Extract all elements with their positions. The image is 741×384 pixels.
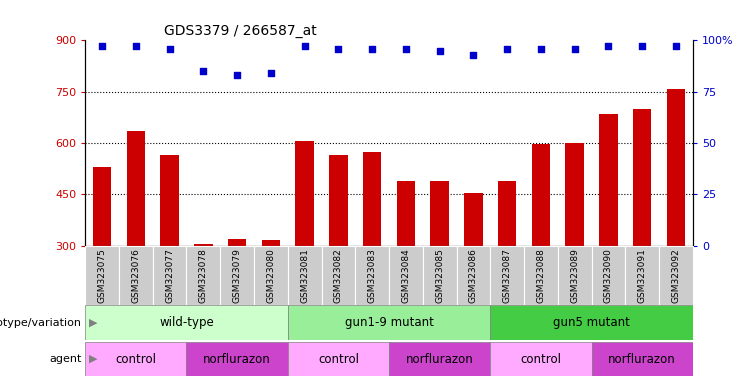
Point [197, 68, 209, 74]
Bar [160, 155, 179, 246]
Text: GSM323085: GSM323085 [435, 248, 444, 303]
Text: GSM323078: GSM323078 [199, 248, 208, 303]
FancyBboxPatch shape [288, 246, 322, 305]
FancyBboxPatch shape [254, 246, 288, 305]
Text: gun5 mutant: gun5 mutant [553, 316, 630, 329]
Text: GDS3379 / 266587_at: GDS3379 / 266587_at [165, 24, 317, 38]
Bar [93, 167, 111, 246]
Bar [288, 342, 389, 376]
Bar [85, 305, 288, 340]
Text: GSM323082: GSM323082 [334, 248, 343, 303]
Text: control: control [520, 353, 562, 366]
Point [366, 45, 378, 51]
Text: wild-type: wild-type [159, 316, 214, 329]
Bar [363, 152, 382, 246]
Text: GSM323091: GSM323091 [638, 248, 647, 303]
FancyBboxPatch shape [322, 246, 355, 305]
FancyBboxPatch shape [85, 246, 119, 305]
Text: GSM323083: GSM323083 [368, 248, 376, 303]
Text: norflurazon: norflurazon [406, 353, 473, 366]
Bar [599, 114, 618, 246]
FancyBboxPatch shape [659, 246, 693, 305]
Bar [667, 89, 685, 246]
FancyBboxPatch shape [389, 246, 423, 305]
Point [164, 45, 176, 51]
Point [501, 45, 513, 51]
Bar [491, 342, 591, 376]
Text: GSM323086: GSM323086 [469, 248, 478, 303]
FancyBboxPatch shape [591, 246, 625, 305]
Point [231, 72, 243, 78]
Text: GSM323080: GSM323080 [266, 248, 276, 303]
Text: GSM323084: GSM323084 [402, 248, 411, 303]
Bar [565, 143, 584, 246]
FancyBboxPatch shape [558, 246, 591, 305]
Point [265, 70, 277, 76]
Text: GSM323079: GSM323079 [233, 248, 242, 303]
FancyBboxPatch shape [423, 246, 456, 305]
Bar [396, 181, 415, 246]
Bar [288, 305, 491, 340]
Point [468, 51, 479, 58]
Text: GSM323081: GSM323081 [300, 248, 309, 303]
FancyBboxPatch shape [355, 246, 389, 305]
Point [670, 43, 682, 50]
Text: control: control [318, 353, 359, 366]
Text: GSM323075: GSM323075 [98, 248, 107, 303]
Point [569, 45, 581, 51]
Text: GSM323077: GSM323077 [165, 248, 174, 303]
Text: GSM323092: GSM323092 [671, 248, 680, 303]
FancyBboxPatch shape [153, 246, 187, 305]
Text: GSM323089: GSM323089 [570, 248, 579, 303]
Text: GSM323087: GSM323087 [502, 248, 512, 303]
Point [299, 43, 310, 50]
FancyBboxPatch shape [524, 246, 558, 305]
Text: GSM323090: GSM323090 [604, 248, 613, 303]
Point [130, 43, 142, 50]
Bar [389, 342, 491, 376]
Point [433, 48, 445, 54]
Bar [633, 109, 651, 246]
FancyBboxPatch shape [491, 246, 524, 305]
Point [96, 43, 108, 50]
Text: genotype/variation: genotype/variation [0, 318, 82, 328]
Text: norflurazon: norflurazon [203, 353, 271, 366]
Bar [127, 131, 145, 246]
Bar [227, 239, 247, 246]
Text: control: control [116, 353, 156, 366]
Point [535, 45, 547, 51]
Bar [591, 342, 693, 376]
Bar [491, 305, 693, 340]
Text: ▶: ▶ [89, 354, 97, 364]
Bar [464, 193, 482, 246]
Bar [498, 181, 516, 246]
Text: ▶: ▶ [89, 318, 97, 328]
Point [637, 43, 648, 50]
FancyBboxPatch shape [119, 246, 153, 305]
Text: agent: agent [49, 354, 82, 364]
Bar [431, 181, 449, 246]
Bar [262, 240, 280, 246]
Point [333, 45, 345, 51]
Point [400, 45, 412, 51]
Text: gun1-9 mutant: gun1-9 mutant [345, 316, 433, 329]
Bar [531, 144, 551, 246]
Bar [329, 155, 348, 246]
Bar [296, 141, 314, 246]
Point [602, 43, 614, 50]
FancyBboxPatch shape [625, 246, 659, 305]
FancyBboxPatch shape [187, 246, 220, 305]
Text: norflurazon: norflurazon [608, 353, 676, 366]
Bar [85, 342, 187, 376]
Text: GSM323076: GSM323076 [131, 248, 140, 303]
Bar [187, 342, 288, 376]
Bar [194, 244, 213, 246]
FancyBboxPatch shape [220, 246, 254, 305]
Text: GSM323088: GSM323088 [536, 248, 545, 303]
FancyBboxPatch shape [456, 246, 491, 305]
